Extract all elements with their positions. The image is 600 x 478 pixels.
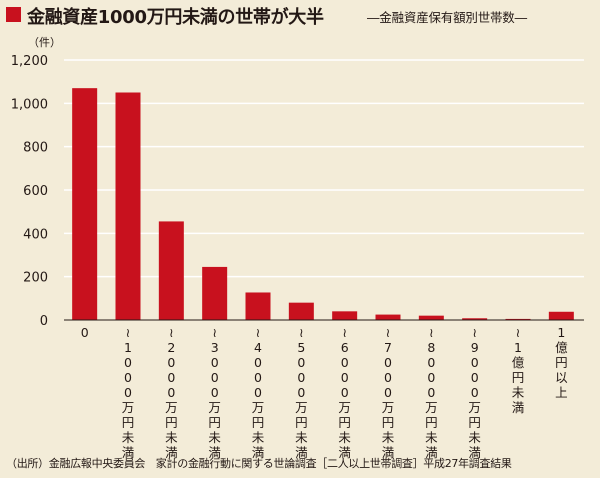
- x-tick-label: ≀ 3 0 0 0 万円未満: [208, 325, 221, 460]
- x-axis: 0 ≀ 1 0 0 0 万円未満 ≀ 2 0 0 0 万円未満 ≀ 3 0 0 0 万円未満 ≀ 4 0 0 0 万円未満 ≀ 5 0…: [64, 319, 584, 460]
- bar: [375, 314, 401, 320]
- chart-title: 金融資産1000万円未満の世帯が大半: [27, 7, 324, 28]
- bar: [115, 92, 141, 320]
- title-marker-icon: [6, 7, 21, 22]
- y-tick-label: 800: [23, 141, 48, 156]
- x-tick-label: ≀ 6 0 0 0 万円未満: [338, 325, 351, 460]
- bar: [548, 311, 574, 320]
- y-tick-label: 1,000: [11, 97, 48, 112]
- bars: [72, 88, 574, 321]
- x-tick-label: ≀ 9 0 0 0 万円未満: [468, 325, 481, 460]
- x-tick-label: ≀ 2 0 0 0 万円未満: [165, 325, 178, 460]
- bar: [505, 318, 531, 320]
- bar: [288, 302, 314, 320]
- y-tick-label: 0: [40, 314, 48, 329]
- bar: [202, 266, 228, 320]
- y-tick-label: 200: [23, 271, 48, 286]
- bar: [418, 315, 444, 320]
- source-note: （出所）金融広報中央委員会 家計の金融行動に関する世論調査［二人以上世帯調査］平…: [6, 457, 512, 470]
- y-tick-label: 600: [23, 184, 48, 199]
- title-bar: 金融資産1000万円未満の世帯が大半 ―金融資産保有額別世帯数―: [0, 0, 600, 32]
- gridlines: [64, 59, 584, 278]
- bar: [158, 221, 184, 320]
- bar: [245, 292, 271, 320]
- x-tick-label: 0: [81, 325, 89, 340]
- x-tick-label: ≀ 4 0 0 0 万円未満: [252, 325, 265, 460]
- bar: [72, 88, 98, 321]
- y-axis: （件） 0 200 400 600 800 1,000 1,200: [11, 36, 61, 329]
- x-tick-label: ≀ 8 0 0 0 万円未満: [425, 325, 438, 460]
- y-unit-label: （件）: [28, 36, 61, 49]
- x-tick-label: ≀ 5 0 0 0 万円未満: [295, 325, 308, 460]
- chart-subtitle: ―金融資産保有額別世帯数―: [367, 10, 527, 25]
- y-tick-label: 1,200: [11, 54, 48, 69]
- x-tick-label: 1 億円以上: [555, 325, 568, 400]
- bar: [332, 311, 358, 320]
- bar: [462, 318, 488, 320]
- x-tick-label: ≀ 1 0 0 0 万円未満: [122, 325, 135, 460]
- y-tick-label: 400: [23, 227, 48, 242]
- x-tick-label: ≀ 1 億円未満: [512, 325, 525, 415]
- x-tick-label: ≀ 7 0 0 0 万円未満: [382, 325, 395, 460]
